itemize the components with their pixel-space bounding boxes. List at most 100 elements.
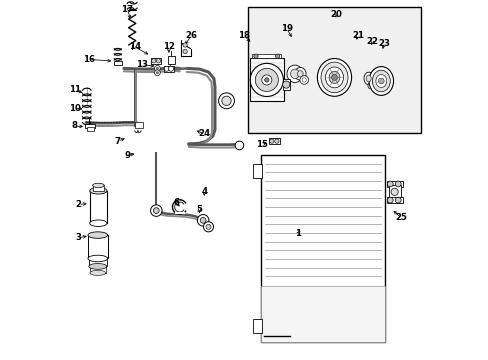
Text: 13: 13 — [136, 60, 147, 69]
Bar — [283, 79, 289, 90]
Text: 24: 24 — [198, 129, 210, 138]
Bar — [92, 185, 104, 191]
Ellipse shape — [366, 75, 370, 82]
Ellipse shape — [363, 72, 373, 85]
Circle shape — [183, 49, 187, 54]
Circle shape — [274, 139, 279, 143]
Ellipse shape — [88, 232, 107, 238]
Text: 8: 8 — [71, 122, 78, 130]
Circle shape — [250, 63, 283, 96]
Text: 2: 2 — [75, 200, 81, 209]
Bar — [114, 61, 122, 65]
Text: 4: 4 — [201, 187, 207, 196]
Circle shape — [394, 197, 400, 203]
Circle shape — [153, 208, 159, 213]
Text: 7: 7 — [115, 136, 121, 145]
Circle shape — [151, 59, 156, 63]
Ellipse shape — [297, 71, 303, 77]
Ellipse shape — [368, 67, 393, 95]
Text: 16: 16 — [83, 55, 95, 64]
Circle shape — [235, 141, 244, 150]
Circle shape — [218, 93, 234, 109]
Ellipse shape — [320, 62, 347, 93]
Circle shape — [222, 96, 231, 105]
Text: 3: 3 — [75, 233, 81, 242]
Text: 11: 11 — [68, 85, 81, 94]
Circle shape — [168, 66, 173, 71]
Text: 17: 17 — [121, 4, 133, 13]
Circle shape — [386, 181, 392, 187]
Bar — [134, 122, 142, 128]
Bar — [88, 258, 106, 266]
Circle shape — [269, 139, 273, 143]
Circle shape — [331, 75, 337, 80]
Bar — [387, 185, 400, 198]
Ellipse shape — [286, 65, 302, 82]
Circle shape — [154, 70, 160, 76]
Circle shape — [197, 215, 208, 226]
Bar — [249, 58, 284, 101]
Text: 1: 1 — [294, 230, 300, 239]
Ellipse shape — [89, 220, 107, 226]
Bar — [386, 197, 402, 203]
Text: 22: 22 — [366, 37, 378, 46]
Text: 14: 14 — [128, 42, 141, 51]
Circle shape — [386, 197, 392, 203]
Circle shape — [275, 54, 279, 58]
Bar — [87, 127, 94, 131]
Circle shape — [264, 78, 268, 82]
Bar — [168, 56, 174, 64]
Circle shape — [302, 78, 306, 82]
Text: 15: 15 — [255, 140, 267, 149]
Text: 20: 20 — [330, 10, 342, 19]
Ellipse shape — [367, 83, 371, 89]
Circle shape — [282, 81, 289, 88]
Bar — [89, 191, 107, 223]
Text: 26: 26 — [185, 31, 197, 40]
Bar — [252, 54, 281, 58]
Ellipse shape — [290, 69, 299, 78]
Text: 21: 21 — [351, 31, 363, 40]
Ellipse shape — [90, 270, 105, 275]
Circle shape — [203, 222, 213, 232]
Bar — [89, 266, 105, 273]
Ellipse shape — [328, 71, 339, 84]
Bar — [260, 286, 384, 342]
Circle shape — [378, 78, 384, 84]
Circle shape — [156, 72, 158, 74]
Bar — [252, 164, 261, 178]
Bar — [151, 58, 161, 64]
Circle shape — [156, 59, 160, 63]
Text: 6: 6 — [173, 198, 179, 207]
Text: 9: 9 — [124, 151, 130, 160]
Ellipse shape — [325, 67, 343, 88]
Circle shape — [164, 66, 169, 71]
Bar — [85, 124, 95, 128]
Text: 10: 10 — [68, 104, 81, 112]
Bar — [163, 66, 173, 72]
Text: 12: 12 — [163, 42, 175, 51]
Bar — [247, 7, 420, 133]
Ellipse shape — [92, 183, 104, 188]
Text: 18: 18 — [238, 31, 250, 40]
Text: 5: 5 — [196, 205, 202, 214]
Ellipse shape — [89, 264, 106, 269]
Circle shape — [154, 66, 160, 71]
Circle shape — [205, 224, 211, 229]
Circle shape — [200, 217, 205, 223]
Bar — [386, 181, 402, 187]
Circle shape — [394, 181, 400, 187]
Ellipse shape — [89, 188, 107, 194]
Circle shape — [390, 188, 397, 195]
Ellipse shape — [371, 70, 389, 92]
Ellipse shape — [317, 58, 351, 96]
Bar — [268, 138, 279, 144]
Bar — [260, 155, 384, 342]
Circle shape — [299, 76, 308, 84]
Bar — [252, 319, 261, 333]
Ellipse shape — [375, 75, 386, 87]
Circle shape — [150, 205, 162, 216]
Text: 19: 19 — [281, 24, 292, 33]
Circle shape — [261, 75, 271, 85]
Bar — [88, 235, 107, 258]
